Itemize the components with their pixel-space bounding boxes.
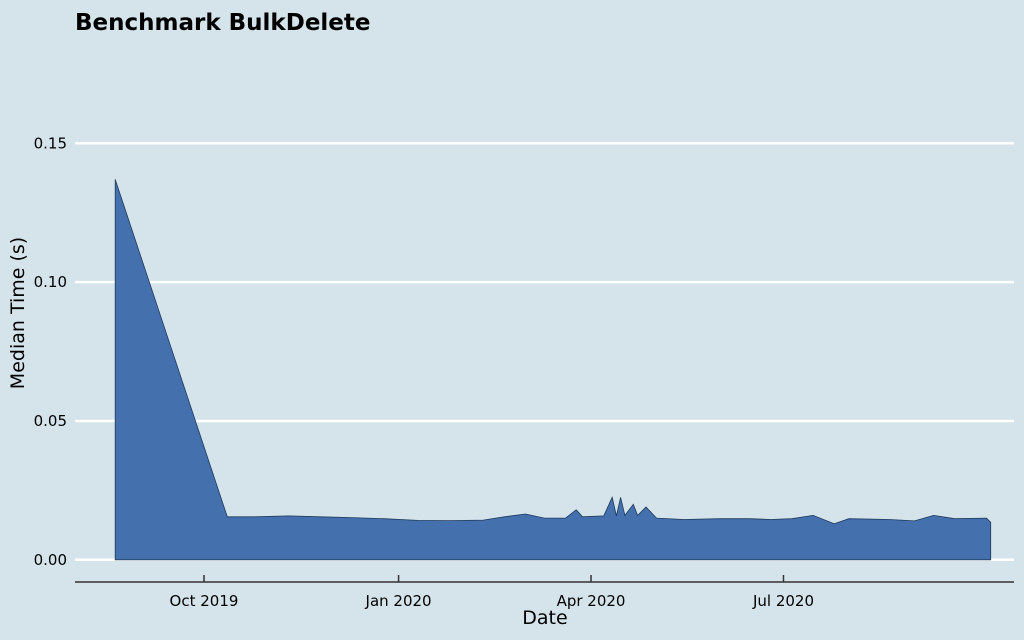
y-tick-label: 0.15 <box>34 134 67 152</box>
chart-title: Benchmark BulkDelete <box>75 10 371 36</box>
x-tick-label: Oct 2019 <box>170 592 239 610</box>
x-axis-label: Date <box>522 607 567 629</box>
x-tick-label: Apr 2020 <box>557 592 626 610</box>
y-axis-label: Median Time (s) <box>7 237 29 389</box>
x-axis: Oct 2019 Jan 2020 Apr 2020 Jul 2020 <box>75 575 1014 610</box>
x-tick-label: Jul 2020 <box>752 592 814 610</box>
series-area <box>114 179 992 561</box>
plot-area <box>114 179 992 561</box>
x-tick-label: Jan 2020 <box>365 592 432 610</box>
y-tick-label: 0.05 <box>34 412 67 430</box>
y-axis: 0.00 0.05 0.10 0.15 <box>34 134 67 568</box>
y-tick-label: 0.10 <box>34 273 67 291</box>
y-tick-label: 0.00 <box>34 551 67 569</box>
